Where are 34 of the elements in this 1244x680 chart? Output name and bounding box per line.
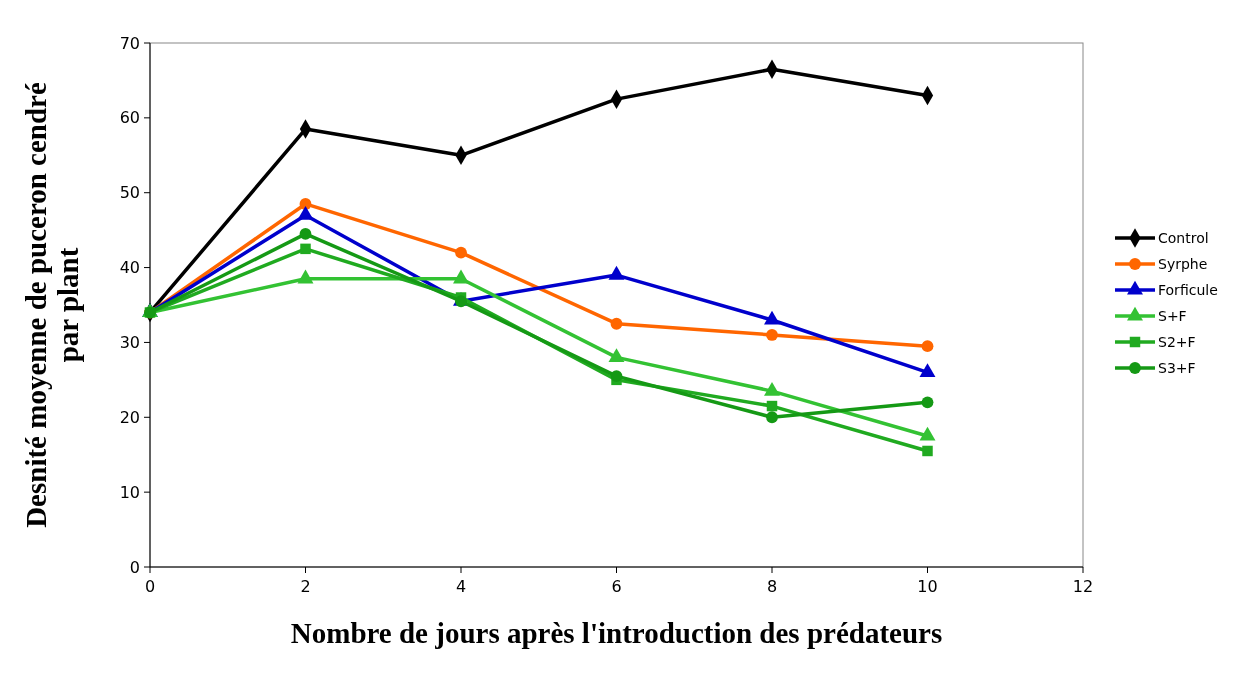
point [299,227,312,240]
x-tick-label: 2 [300,577,311,596]
point [921,340,934,353]
point [610,370,623,383]
x-tick-label: 6 [611,577,622,596]
y-tick-label: 30 [119,333,140,353]
point [455,246,467,259]
x-tick-label: 12 [1072,577,1094,596]
point [300,243,311,255]
legend-label: Syrphe [1158,255,1208,272]
legend-label: S3+F [1158,359,1196,376]
x-tick-label: 4 [455,577,467,596]
point [610,317,623,330]
y-tick-label: 70 [119,33,140,53]
legend-label: Forficule [1158,281,1218,298]
point [766,411,778,424]
y-tick-label: 60 [119,108,140,128]
legend-label: Control [1158,229,1209,246]
point [921,396,934,409]
point [922,445,933,457]
point [766,400,778,412]
y-tick-label: 20 [119,407,140,427]
legend-label: S2+F [1158,333,1196,350]
x-tick-label: 0 [144,577,156,596]
y-tick-label: 0 [129,557,140,577]
y-axis-title: Desnité moyenne de puceron cendré par plant [20,82,84,528]
legend-label: S+F [1158,307,1187,324]
x-axis-title: Nombre de jours après l'introduction des prédateurs [290,617,943,649]
y-tick-label: 50 [119,183,140,203]
point [766,329,778,341]
x-tick-label: 8 [766,577,778,596]
y-tick-label: 10 [119,482,140,502]
y-tick-label: 40 [119,258,140,278]
x-tick-label: 10 [917,577,938,596]
